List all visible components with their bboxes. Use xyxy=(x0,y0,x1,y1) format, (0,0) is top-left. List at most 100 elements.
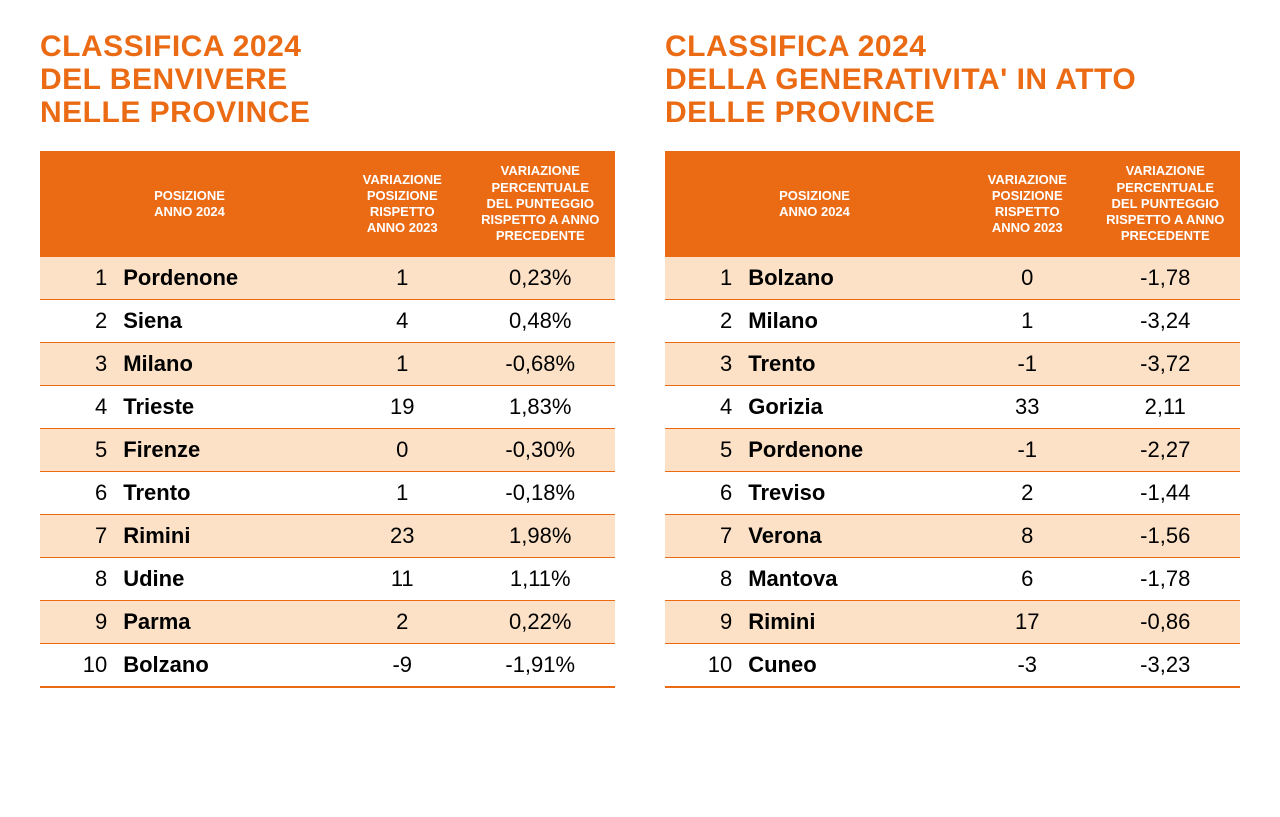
cell-province-name: Parma xyxy=(119,601,339,644)
cell-percent-change: -3,72 xyxy=(1090,343,1240,386)
left-table-body: 1Pordenone10,23%2Siena40,48%3Milano1-0,6… xyxy=(40,257,615,687)
right-col-pctchange: VARIAZIONE PERCENTUALE DEL PUNTEGGIO RIS… xyxy=(1090,151,1240,257)
cell-rank: 10 xyxy=(665,644,744,688)
tables-container: CLASSIFICA 2024 DEL BENVIVERE NELLE PROV… xyxy=(40,30,1240,688)
cell-rank: 9 xyxy=(40,601,119,644)
cell-percent-change: -1,78 xyxy=(1090,558,1240,601)
cell-position-change: 19 xyxy=(339,386,466,429)
cell-province-name: Milano xyxy=(744,300,964,343)
left-col-pctchange: VARIAZIONE PERCENTUALE DEL PUNTEGGIO RIS… xyxy=(465,151,615,257)
cell-percent-change: -3,23 xyxy=(1090,644,1240,688)
cell-rank: 5 xyxy=(40,429,119,472)
cell-position-change: 2 xyxy=(339,601,466,644)
left-table-head: POSIZIONE ANNO 2024 VARIAZIONE POSIZIONE… xyxy=(40,151,615,257)
cell-rank: 8 xyxy=(40,558,119,601)
cell-percent-change: 1,98% xyxy=(465,515,615,558)
table-row: 1Pordenone10,23% xyxy=(40,257,615,300)
cell-position-change: 23 xyxy=(339,515,466,558)
cell-province-name: Siena xyxy=(119,300,339,343)
table-row: 7Rimini231,98% xyxy=(40,515,615,558)
cell-province-name: Trento xyxy=(744,343,964,386)
cell-province-name: Milano xyxy=(119,343,339,386)
cell-province-name: Firenze xyxy=(119,429,339,472)
left-table: POSIZIONE ANNO 2024 VARIAZIONE POSIZIONE… xyxy=(40,151,615,688)
cell-province-name: Pordenone xyxy=(119,257,339,300)
right-col-poschange: VARIAZIONE POSIZIONE RISPETTO ANNO 2023 xyxy=(964,151,1091,257)
cell-province-name: Mantova xyxy=(744,558,964,601)
cell-rank: 4 xyxy=(665,386,744,429)
table-row: 9Parma20,22% xyxy=(40,601,615,644)
cell-position-change: -9 xyxy=(339,644,466,688)
cell-percent-change: 2,11 xyxy=(1090,386,1240,429)
cell-province-name: Cuneo xyxy=(744,644,964,688)
cell-percent-change: -1,56 xyxy=(1090,515,1240,558)
cell-percent-change: 1,83% xyxy=(465,386,615,429)
table-row: 1Bolzano0-1,78 xyxy=(665,257,1240,300)
left-title: CLASSIFICA 2024 DEL BENVIVERE NELLE PROV… xyxy=(40,30,615,129)
cell-province-name: Udine xyxy=(119,558,339,601)
cell-position-change: 1 xyxy=(964,300,1091,343)
cell-province-name: Verona xyxy=(744,515,964,558)
right-col-position: POSIZIONE ANNO 2024 xyxy=(665,151,964,257)
table-row: 8Udine111,11% xyxy=(40,558,615,601)
cell-percent-change: -3,24 xyxy=(1090,300,1240,343)
cell-percent-change: -1,44 xyxy=(1090,472,1240,515)
cell-position-change: 17 xyxy=(964,601,1091,644)
cell-province-name: Rimini xyxy=(744,601,964,644)
cell-position-change: 33 xyxy=(964,386,1091,429)
cell-rank: 3 xyxy=(40,343,119,386)
left-col-poschange: VARIAZIONE POSIZIONE RISPETTO ANNO 2023 xyxy=(339,151,466,257)
cell-province-name: Gorizia xyxy=(744,386,964,429)
table-row: 4Gorizia332,11 xyxy=(665,386,1240,429)
cell-percent-change: -1,91% xyxy=(465,644,615,688)
cell-province-name: Bolzano xyxy=(119,644,339,688)
cell-percent-change: -0,86 xyxy=(1090,601,1240,644)
cell-position-change: 11 xyxy=(339,558,466,601)
cell-rank: 8 xyxy=(665,558,744,601)
table-row: 3Trento-1-3,72 xyxy=(665,343,1240,386)
table-row: 5Firenze0-0,30% xyxy=(40,429,615,472)
table-row: 4Trieste191,83% xyxy=(40,386,615,429)
cell-position-change: 1 xyxy=(339,343,466,386)
cell-position-change: -1 xyxy=(964,343,1091,386)
cell-rank: 10 xyxy=(40,644,119,688)
table-row: 6Treviso2-1,44 xyxy=(665,472,1240,515)
cell-percent-change: 0,22% xyxy=(465,601,615,644)
cell-rank: 7 xyxy=(665,515,744,558)
cell-percent-change: -0,18% xyxy=(465,472,615,515)
cell-rank: 3 xyxy=(665,343,744,386)
cell-percent-change: 1,11% xyxy=(465,558,615,601)
left-panel: CLASSIFICA 2024 DEL BENVIVERE NELLE PROV… xyxy=(40,30,615,688)
table-row: 7Verona8-1,56 xyxy=(665,515,1240,558)
cell-rank: 6 xyxy=(665,472,744,515)
cell-province-name: Pordenone xyxy=(744,429,964,472)
cell-position-change: 0 xyxy=(964,257,1091,300)
cell-position-change: -1 xyxy=(964,429,1091,472)
cell-province-name: Treviso xyxy=(744,472,964,515)
table-row: 10Cuneo-3-3,23 xyxy=(665,644,1240,688)
right-table-body: 1Bolzano0-1,782Milano1-3,243Trento-1-3,7… xyxy=(665,257,1240,687)
table-row: 8Mantova6-1,78 xyxy=(665,558,1240,601)
cell-percent-change: -0,30% xyxy=(465,429,615,472)
cell-percent-change: 0,48% xyxy=(465,300,615,343)
cell-percent-change: -2,27 xyxy=(1090,429,1240,472)
cell-province-name: Bolzano xyxy=(744,257,964,300)
cell-province-name: Trento xyxy=(119,472,339,515)
cell-province-name: Rimini xyxy=(119,515,339,558)
right-panel: CLASSIFICA 2024 DELLA GENERATIVITA' IN A… xyxy=(665,30,1240,688)
table-row: 9Rimini17-0,86 xyxy=(665,601,1240,644)
cell-rank: 1 xyxy=(665,257,744,300)
cell-rank: 2 xyxy=(40,300,119,343)
cell-rank: 9 xyxy=(665,601,744,644)
cell-rank: 6 xyxy=(40,472,119,515)
cell-percent-change: -0,68% xyxy=(465,343,615,386)
cell-rank: 5 xyxy=(665,429,744,472)
right-title: CLASSIFICA 2024 DELLA GENERATIVITA' IN A… xyxy=(665,30,1240,129)
left-col-position: POSIZIONE ANNO 2024 xyxy=(40,151,339,257)
cell-position-change: -3 xyxy=(964,644,1091,688)
cell-position-change: 1 xyxy=(339,257,466,300)
cell-position-change: 4 xyxy=(339,300,466,343)
cell-percent-change: -1,78 xyxy=(1090,257,1240,300)
table-row: 3Milano1-0,68% xyxy=(40,343,615,386)
right-table: POSIZIONE ANNO 2024 VARIAZIONE POSIZIONE… xyxy=(665,151,1240,688)
